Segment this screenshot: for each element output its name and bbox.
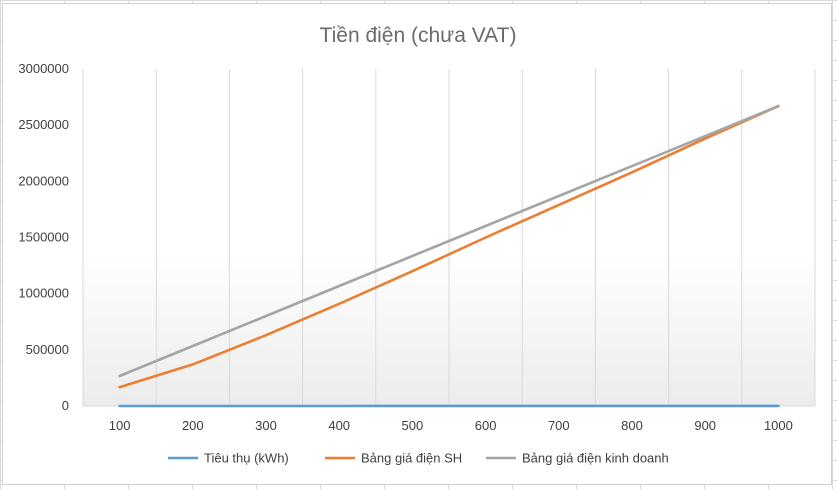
x-tick-label: 1000 (764, 418, 793, 433)
y-tick-label: 1500000 (18, 230, 69, 245)
y-tick-label: 1000000 (18, 286, 69, 301)
x-tick-label: 200 (182, 418, 204, 433)
chart-frame[interactable]: 0 500000 1000000 1500000 2000000 2500000 30000… (2, 3, 832, 485)
series-line-3[interactable] (118, 104, 780, 378)
series-lines (118, 104, 780, 408)
line-chart: 0 500000 1000000 1500000 2000000 2500000 30000… (18, 24, 816, 466)
chart-title: Tiền điện (chưa VAT) (320, 24, 517, 47)
y-tick-label: 0 (62, 398, 69, 413)
x-tick-label: 400 (328, 418, 350, 433)
x-tick-label: 600 (475, 418, 497, 433)
y-tick-label: 3000000 (18, 61, 69, 76)
series-line-2[interactable] (118, 104, 780, 389)
x-tick-label: 800 (621, 418, 643, 433)
y-tick-label: 2000000 (18, 173, 69, 188)
x-tick-label: 900 (694, 418, 716, 433)
y-axis-ticks: 0 500000 1000000 1500000 2000000 2500000 30000… (18, 61, 69, 413)
y-tick-label: 500000 (26, 342, 69, 357)
x-axis-ticks: 100 200 300 400 500 600 700 800 900 1000 (109, 418, 793, 433)
x-tick-label: 100 (109, 418, 131, 433)
legend: Tiêu thụ (kWh) Bảng giá điện SH Bảng giá đ… (168, 451, 669, 466)
legend-label: Tiêu thụ (kWh) (204, 451, 289, 466)
legend-label: Bảng giá điện kinh doanh (522, 451, 669, 466)
y-tick-label: 2500000 (18, 117, 69, 132)
x-tick-label: 300 (255, 418, 277, 433)
x-tick-label: 700 (548, 418, 570, 433)
legend-label: Bảng giá điện SH (361, 451, 462, 466)
x-tick-label: 500 (402, 418, 424, 433)
